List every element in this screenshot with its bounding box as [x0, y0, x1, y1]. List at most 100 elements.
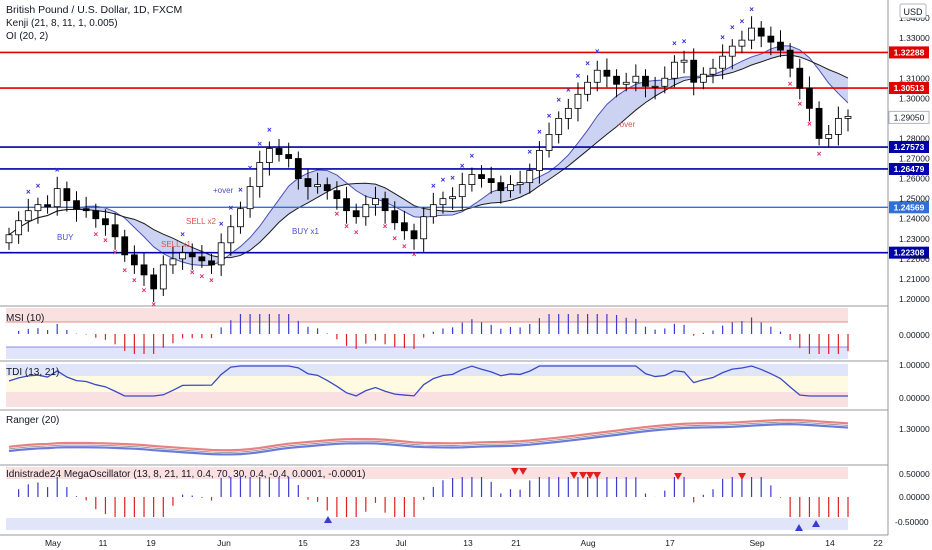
- cross-up-marker: ×: [267, 125, 272, 134]
- cross-up-marker: ×: [26, 188, 31, 197]
- cross-up-marker: ×: [740, 17, 745, 26]
- candle-up: [622, 81, 630, 85]
- mega-tick-bottom: -0.50000: [895, 517, 929, 527]
- cross-up-marker: ×: [180, 230, 185, 239]
- cross-up-marker: ×: [248, 164, 253, 173]
- candle-down: [130, 254, 138, 266]
- cross-down-marker: ×: [402, 242, 407, 251]
- price-tick-label: 1.22000: [899, 254, 930, 264]
- cross-up-marker: ×: [566, 85, 571, 94]
- time-tick-label: Sep: [749, 538, 764, 548]
- cross-up-marker: ×: [441, 176, 446, 185]
- price-tick-label: 1.26000: [899, 174, 930, 184]
- candle-down: [150, 274, 158, 290]
- candle-up: [159, 264, 167, 290]
- candle-down: [304, 178, 312, 188]
- mega-sell-triangle: [586, 472, 594, 479]
- candle-up: [362, 204, 370, 218]
- candle-up: [719, 55, 727, 69]
- cross-down-marker: ×: [132, 276, 137, 285]
- price-tick-label: 1.31000: [899, 73, 930, 83]
- cross-up-marker: ×: [238, 186, 243, 195]
- candle-up: [555, 117, 563, 135]
- cross-down-marker: ×: [412, 250, 417, 259]
- time-tick-label: 21: [511, 538, 521, 548]
- mega-sell-triangle: [570, 472, 578, 479]
- candle-down: [410, 230, 418, 240]
- candle-down: [767, 35, 775, 43]
- support-level-badge-label: 1.27573: [894, 142, 925, 152]
- candle-up: [265, 148, 273, 163]
- candle-down: [478, 174, 485, 179]
- sell-x2-annotation: SELL x2: [186, 217, 216, 226]
- cross-up-marker: ×: [749, 5, 754, 14]
- candle-up: [227, 226, 235, 244]
- candle-up: [738, 39, 746, 47]
- candle-up: [169, 258, 177, 266]
- mega-sell-triangle: [519, 468, 527, 475]
- time-tick-label: 11: [99, 538, 108, 548]
- candle-up: [651, 85, 659, 88]
- candle-up: [728, 45, 736, 57]
- candle-up: [458, 184, 466, 198]
- cross-down-marker: ×: [817, 150, 822, 159]
- sell-x1-annotation: SELL x1: [161, 240, 191, 249]
- candle-down: [188, 252, 196, 258]
- candle-down: [323, 184, 331, 192]
- mega-sell-triangle: [674, 473, 682, 480]
- cross-down-marker: ×: [93, 230, 98, 239]
- tdi-tick-bottom: 0.00000: [899, 393, 930, 403]
- time-tick-label: 19: [146, 538, 156, 548]
- tdi-mid-zone: [6, 376, 848, 392]
- time-tick-label: Aug: [580, 538, 595, 548]
- light-support-level-badge-label: 1.24569: [894, 202, 925, 212]
- mega-upper-zone: [6, 467, 848, 479]
- time-tick-label: May: [45, 538, 62, 548]
- ranger-panel-label: Ranger (20): [6, 415, 59, 426]
- candle-up: [237, 208, 244, 228]
- price-tick-label: 1.23000: [899, 234, 930, 244]
- cross-down-marker: ×: [392, 234, 397, 243]
- cross-down-marker: ×: [788, 79, 793, 88]
- cross-down-marker: ×: [200, 272, 205, 281]
- candle-down: [333, 190, 341, 200]
- candle-down: [642, 75, 649, 87]
- candle-down: [92, 210, 100, 220]
- currency-badge[interactable]: USD: [899, 3, 927, 19]
- candle-down: [121, 236, 129, 256]
- candle-up: [584, 81, 592, 95]
- chart-title: British Pound / U.S. Dollar, 1D, FXCM: [6, 4, 182, 16]
- cross-down-marker: ×: [807, 119, 812, 128]
- candle-down: [44, 204, 51, 208]
- candle-down: [757, 27, 765, 37]
- cross-down-marker: ×: [142, 286, 147, 295]
- msi-lower-zone: [6, 347, 848, 359]
- candle-up: [516, 182, 524, 186]
- candle-down: [613, 75, 620, 85]
- candle-down: [487, 178, 495, 183]
- cross-down-marker: ×: [354, 228, 359, 237]
- mega-tick-top: 0.50000: [899, 469, 930, 479]
- candle-up: [439, 198, 447, 206]
- light-support-level-badge: [889, 201, 929, 214]
- candle-up: [825, 134, 833, 139]
- candle-up: [217, 242, 225, 266]
- mega-sell-triangle: [579, 472, 587, 479]
- candle-up: [372, 198, 379, 206]
- kenji-band-fill: [9, 45, 848, 266]
- candle-up: [574, 93, 582, 109]
- ranger-upper-line: [8, 418, 849, 452]
- cross-up-marker: ×: [470, 152, 475, 161]
- tdi-tick-top: 1.00000: [899, 360, 930, 370]
- cross-up-marker: ×: [450, 174, 455, 183]
- candle-down: [198, 256, 206, 262]
- candle-up: [834, 117, 842, 135]
- cross-down-marker: ×: [335, 210, 340, 219]
- candle-down: [102, 218, 109, 226]
- time-tick-label: 17: [665, 538, 675, 548]
- cross-up-marker: ×: [585, 59, 590, 68]
- candle-down: [73, 200, 80, 210]
- tdi-upper-zone: [6, 364, 848, 376]
- candle-up: [314, 184, 321, 188]
